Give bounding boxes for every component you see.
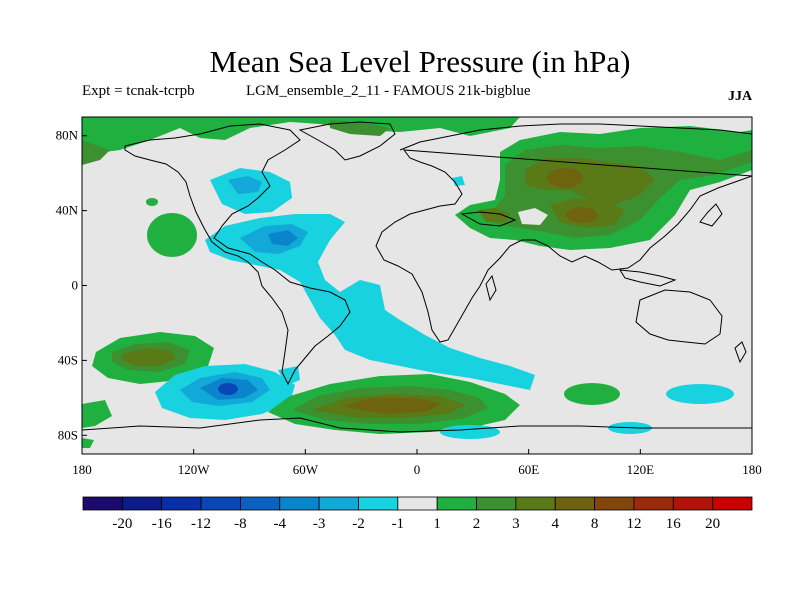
x-tick-label: 60W	[293, 462, 319, 477]
y-tick-label: 40S	[58, 352, 78, 367]
x-tick-label: 120E	[627, 462, 655, 477]
colorbar-swatch	[672, 496, 714, 511]
colorbar-swatch	[554, 496, 595, 511]
colorbar-swatch	[397, 496, 438, 511]
central-asia-neutral-gap	[518, 208, 548, 225]
colorbar-swatch	[161, 496, 202, 511]
y-tick-label: 0	[72, 278, 79, 293]
south-pacific-high-anomaly-level4	[122, 348, 176, 366]
colorbar-label: 8	[591, 516, 599, 532]
y-tick-label: 40N	[56, 203, 79, 218]
dateline-south-high-anomaly	[82, 438, 94, 448]
colorbar-label: -20	[112, 516, 132, 532]
y-tick-label: 80N	[56, 128, 79, 143]
colorbar-swatch	[594, 496, 635, 511]
colorbar-label: -1	[392, 516, 405, 532]
x-tick-label: 60E	[518, 462, 539, 477]
colorbar-label: 2	[473, 516, 481, 532]
x-tick-label: 180	[72, 462, 92, 477]
colorbar: -20 -16 -12 -8 -4 -3 -2 -1 1 2 3 4 8 12 16 20	[82, 496, 753, 532]
central-pacific-high-anomaly	[147, 213, 197, 257]
north-pacific-high-anomaly	[82, 140, 110, 165]
colorbar-swatch	[515, 496, 556, 511]
labrador-low-anomaly	[452, 176, 465, 186]
map-title: Mean Sea Level Pressure (in hPa)	[209, 44, 631, 79]
colorbar-label: 12	[626, 516, 641, 532]
indian-ocean-high-anomaly	[564, 383, 620, 405]
colorbar-label: 20	[705, 516, 720, 532]
antarctic-low-anomaly-east	[440, 425, 500, 439]
colorbar-swatch	[476, 496, 517, 511]
tibet-core-high-anomaly	[566, 207, 598, 223]
colorbar-swatch	[279, 496, 320, 511]
colorbar-label: -3	[313, 516, 326, 532]
colorbar-label: 3	[512, 516, 520, 532]
south-pacific-low-anomaly-core	[218, 383, 238, 395]
colorbar-label: -8	[234, 516, 247, 532]
coastlines	[82, 121, 752, 433]
colorbar-swatch	[121, 496, 163, 511]
south-indian-low-anomaly	[666, 384, 734, 404]
colorbar-label: -2	[352, 516, 365, 532]
colorbar-label: 4	[551, 516, 559, 532]
x-tick-label: 180	[742, 462, 762, 477]
siberia-core-high-anomaly	[547, 168, 583, 188]
colorbar-label: -4	[274, 516, 287, 532]
colorbar-swatch	[633, 496, 674, 511]
colorbar-swatch	[712, 496, 753, 511]
greenland-high-anomaly	[330, 120, 390, 136]
mediterranean-high-anomaly	[478, 208, 510, 222]
season-label: JJA	[728, 89, 753, 104]
colorbar-swatch	[318, 496, 359, 511]
colorbar-swatch	[436, 496, 477, 511]
experiment-label: Expt = tcnak-tcrpb	[82, 83, 195, 99]
colorbar-swatch	[358, 496, 399, 511]
colorbar-label: -12	[191, 516, 211, 532]
colorbar-swatch	[200, 496, 241, 511]
tropical-atlantic-low-anomaly	[205, 214, 535, 390]
colorbar-label: -16	[152, 516, 172, 532]
axis-ticks: 180 120W 60W 0 60E 120E 180 80N 40N 0 40S 80S	[56, 128, 762, 477]
x-tick-label: 0	[414, 462, 421, 477]
north-atlantic-high-anomaly	[82, 117, 520, 155]
pacific-antarctic-high-anomaly	[82, 400, 112, 428]
caribbean-low-anomaly-core	[268, 230, 298, 246]
ensemble-label: LGM_ensemble_2_11 - FAMOUS 21k-bigblue	[246, 83, 531, 99]
north-america-low-anomaly-core	[228, 176, 262, 194]
colorbar-label: 1	[433, 516, 441, 532]
colorbar-label: 16	[666, 516, 682, 532]
colorbar-swatch	[82, 496, 123, 511]
x-tick-label: 120W	[178, 462, 211, 477]
y-tick-label: 80S	[58, 427, 78, 442]
west-pacific-high-anomaly	[146, 198, 158, 206]
colorbar-swatch	[240, 496, 281, 511]
southern-ocean-high-anomaly-core	[340, 398, 442, 414]
